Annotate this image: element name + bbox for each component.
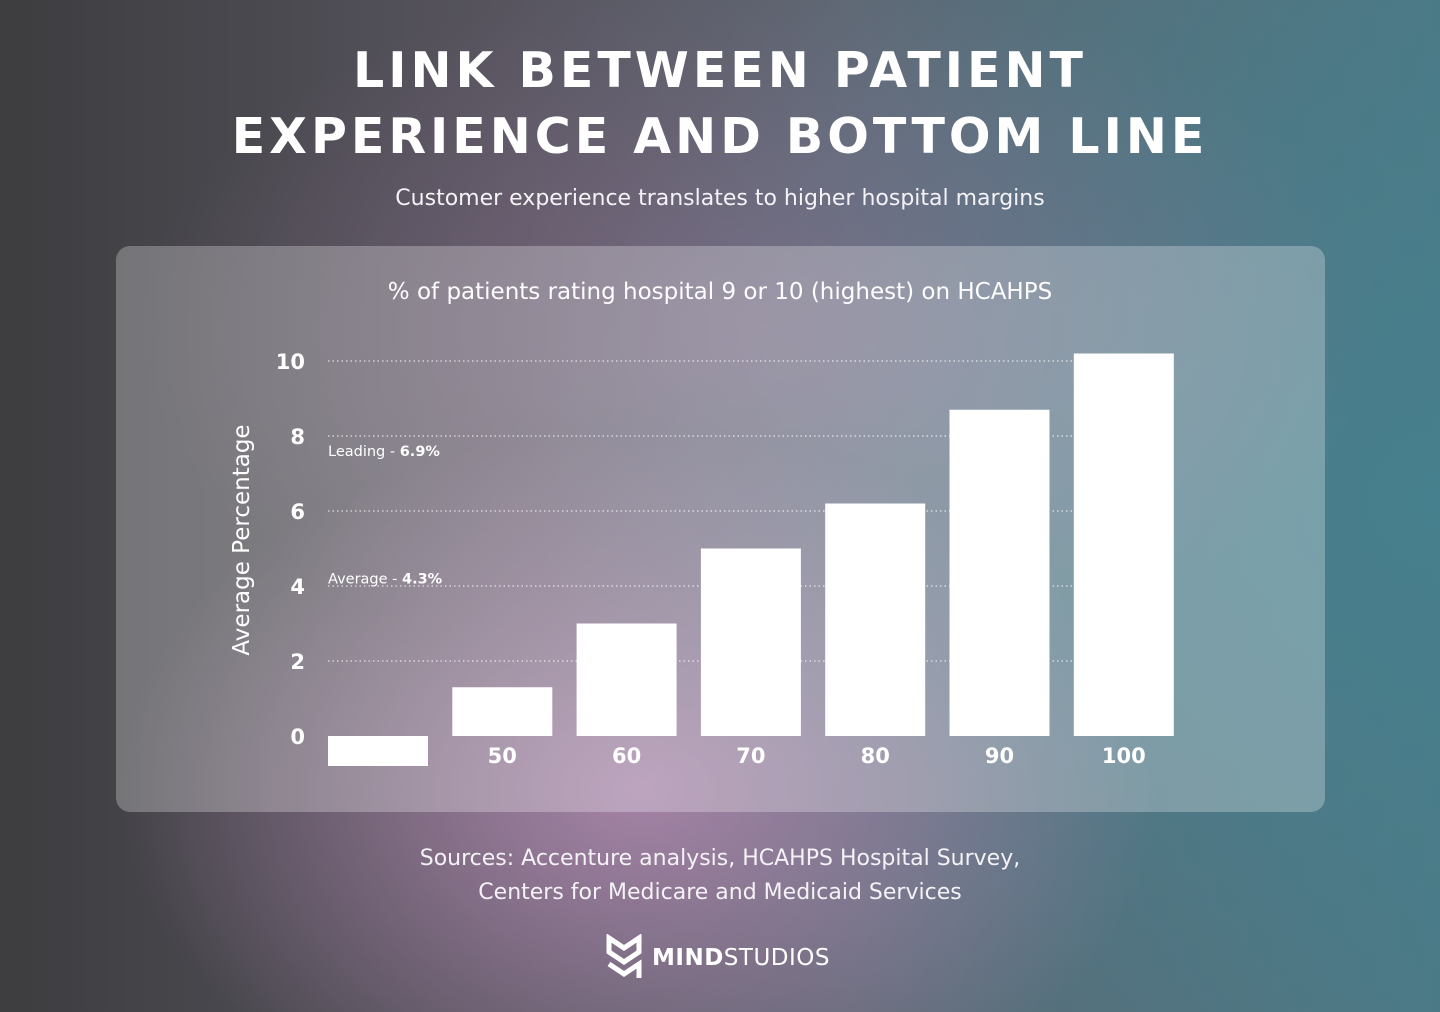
bar — [700, 548, 801, 736]
x-tick-label: 40 — [363, 744, 392, 768]
annotation-label: Average - 4.3% — [328, 572, 443, 588]
chart-title: % of patients rating hospital 9 or 10 (h… — [387, 279, 1053, 305]
y-tick-label: 10 — [276, 350, 305, 374]
y-tick-label: 6 — [290, 500, 305, 524]
bar — [1073, 353, 1174, 736]
x-tick-label: 60 — [612, 744, 641, 768]
annotation-value: 6.9% — [400, 444, 441, 460]
bars — [328, 353, 1174, 766]
brand-name-light: STUDIOS — [723, 945, 830, 971]
x-tick-label: 90 — [985, 744, 1014, 768]
annotation-text: Average - — [328, 572, 402, 588]
x-axis-ticks: 40 50 60 70 80 90 100 — [363, 744, 1145, 768]
brand-name-bold: MIND — [652, 945, 724, 971]
page-title: LINK BETWEEN PATIENT EXPERIENCE AND BOTT… — [0, 38, 1440, 170]
sources-line-2: Centers for Medicare and Medicaid Servic… — [478, 880, 962, 905]
annotations: Leading - 6.9% Average - 4.3% — [328, 444, 443, 588]
page-subtitle: Customer experience translates to higher… — [395, 186, 1045, 211]
brand-name: MINDSTUDIOS — [652, 945, 830, 971]
y-axis-ticks: 0 2 4 6 8 10 — [276, 350, 305, 749]
mind-studios-logo-icon — [606, 934, 642, 978]
annotation-text: Leading - — [328, 444, 400, 460]
y-axis-label: Average Percentage — [229, 424, 255, 655]
bar — [328, 736, 428, 766]
annotation-label: Leading - 6.9% — [328, 444, 440, 460]
x-tick-label: 100 — [1102, 744, 1146, 768]
sources-line-1: Sources: Accenture analysis, HCAHPS Hosp… — [419, 846, 1021, 871]
y-tick-label: 4 — [290, 575, 305, 599]
y-tick-label: 2 — [290, 650, 305, 674]
annotation-value: 4.3% — [402, 572, 443, 588]
page-title-line-2: EXPERIENCE AND BOTTOM LINE — [231, 108, 1209, 165]
y-tick-label: 0 — [290, 725, 305, 749]
bar — [825, 503, 926, 736]
y-tick-label: 8 — [290, 425, 305, 449]
brand-logo: MINDSTUDIOS — [606, 934, 830, 982]
bar — [949, 409, 1050, 736]
x-tick-label: 80 — [861, 744, 890, 768]
x-tick-label: 70 — [736, 744, 765, 768]
sources-note: Sources: Accenture analysis, HCAHPS Hosp… — [0, 842, 1440, 910]
bar — [452, 687, 553, 736]
x-tick-label: 50 — [488, 744, 517, 768]
page-title-line-1: LINK BETWEEN PATIENT — [353, 42, 1087, 99]
bar — [576, 623, 677, 736]
